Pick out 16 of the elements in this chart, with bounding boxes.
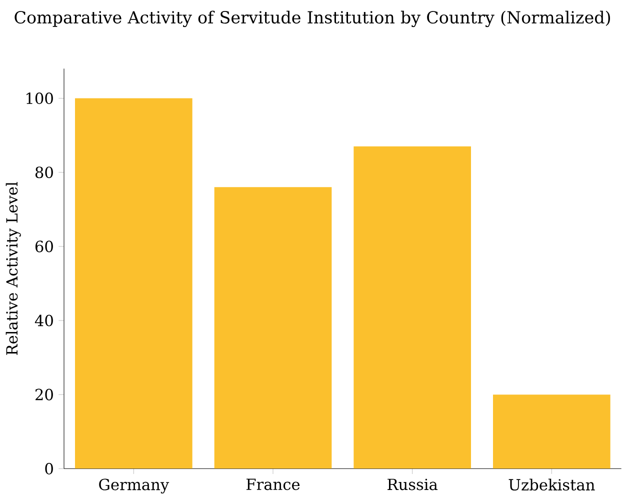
x-tick-label: France [246, 478, 300, 490]
chart-title: Comparative Activity of Servitude Institution by Country (Normalized) [14, 10, 610, 28]
bar [493, 394, 610, 469]
bar [354, 146, 471, 469]
x-tick-label: Russia [388, 478, 438, 490]
bar [75, 98, 192, 469]
y-tick-label: 20 [35, 388, 53, 400]
y-tick-label: 0 [45, 462, 53, 474]
y-tick-label: 80 [35, 166, 53, 178]
y-tick-label: 40 [34, 314, 53, 326]
y-tick-label: 60 [35, 240, 53, 252]
x-tick-label: Uzbekistan [508, 478, 595, 491]
y-axis-title: Relative Activity Level [6, 182, 21, 355]
x-tick-label: Germany [99, 478, 170, 494]
bar [214, 187, 332, 469]
y-tick-label: 100 [26, 92, 53, 104]
